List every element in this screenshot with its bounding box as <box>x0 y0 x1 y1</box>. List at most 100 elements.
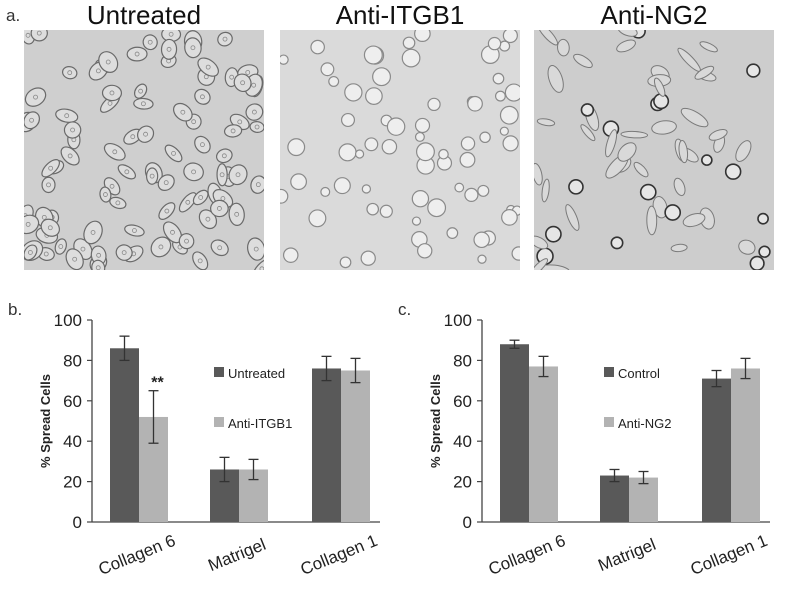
cell <box>757 212 769 225</box>
cell <box>758 245 771 258</box>
cells <box>280 30 520 269</box>
cell-nucleus <box>25 221 31 227</box>
cell <box>363 45 383 65</box>
cell-nucleus <box>115 200 121 206</box>
cell-nucleus <box>234 211 240 217</box>
cell <box>415 142 435 162</box>
cell-nucleus <box>259 266 264 270</box>
cell-nucleus <box>25 32 31 38</box>
y-tick-label: 0 <box>73 513 82 532</box>
cell-nucleus <box>251 109 257 115</box>
micrograph-anti-itgb1 <box>280 30 520 270</box>
cell-nucleus <box>27 250 33 255</box>
cell-nucleus <box>191 119 197 125</box>
cell <box>24 214 40 235</box>
cell <box>99 186 112 203</box>
cell-nucleus <box>143 131 148 137</box>
cell <box>55 108 79 123</box>
y-tick-label: 20 <box>63 473 82 492</box>
bar-control-collagen-6 <box>500 344 529 522</box>
cell <box>197 57 219 77</box>
cell-nucleus <box>48 165 54 171</box>
y-tick-label: 100 <box>444 311 472 330</box>
cell-nucleus <box>107 100 113 106</box>
cell <box>178 192 197 213</box>
cell <box>150 236 172 258</box>
cell <box>416 243 433 259</box>
cell <box>454 182 465 193</box>
cell <box>487 36 502 51</box>
cell <box>194 88 211 105</box>
cell <box>280 54 289 65</box>
cell <box>678 140 689 164</box>
cell <box>477 184 490 197</box>
legend-label: Anti-NG2 <box>618 416 671 431</box>
cell-nucleus <box>235 172 241 178</box>
cell-nucleus <box>67 70 73 76</box>
y-tick-label: 0 <box>463 513 472 532</box>
cell-nucleus <box>185 199 191 205</box>
cell-nucleus <box>130 134 136 140</box>
cell <box>682 213 706 228</box>
cell <box>504 83 520 102</box>
cell <box>134 83 148 99</box>
cell <box>63 121 82 139</box>
cell <box>492 72 505 85</box>
cell <box>83 220 103 245</box>
cell <box>41 159 60 178</box>
cell-nucleus <box>112 149 118 155</box>
cell <box>338 143 357 162</box>
y-tick-label: 80 <box>63 351 82 370</box>
panel-c-label: c. <box>398 300 412 319</box>
cell-nucleus <box>124 169 130 175</box>
cell <box>646 205 658 236</box>
cell <box>534 162 543 186</box>
cell <box>534 258 549 270</box>
cell <box>464 187 479 203</box>
cell <box>252 258 264 270</box>
cell-nucleus <box>205 64 211 70</box>
cell <box>65 248 84 270</box>
cell-nucleus <box>121 250 127 256</box>
cell <box>414 117 431 134</box>
cell <box>142 34 158 51</box>
cell <box>192 189 209 206</box>
cell-nucleus <box>216 206 222 211</box>
bar-anti-ng2-collagen-6 <box>529 366 558 522</box>
cell <box>651 120 677 135</box>
cell-nucleus <box>184 238 189 244</box>
cell <box>511 246 520 261</box>
cell <box>547 64 564 93</box>
bar-untreated-collagen-1 <box>312 368 341 522</box>
cell <box>735 140 752 162</box>
cell-nucleus <box>237 119 243 125</box>
micrograph-title-anti-ng2: Anti-NG2 <box>600 0 708 30</box>
cell <box>617 142 637 162</box>
cell-nucleus <box>166 46 172 52</box>
cell-nucleus <box>230 128 236 134</box>
cell-nucleus <box>149 173 155 179</box>
micrograph-untreated <box>24 30 264 270</box>
bar-chart-b: 0 20 40 60 80 100 % Spread Cells Collagen 6 Matr… <box>38 311 380 579</box>
cell-nucleus <box>163 180 169 186</box>
cell-nucleus <box>245 70 251 75</box>
cell <box>494 90 506 102</box>
cell <box>541 178 550 203</box>
micrograph-title-untreated: Untreated <box>86 0 202 30</box>
cell <box>501 209 518 226</box>
cell-nucleus <box>171 151 176 156</box>
cell-nucleus <box>147 39 153 45</box>
cell <box>361 184 372 194</box>
cell <box>249 120 264 133</box>
cell <box>62 66 78 80</box>
bar-anti-itgb1-collagen-1 <box>341 370 370 522</box>
cell <box>670 243 688 253</box>
cell <box>372 67 392 87</box>
cell <box>534 235 549 250</box>
cell-nucleus <box>240 80 246 86</box>
cell <box>280 188 289 204</box>
cell <box>360 250 376 266</box>
cell <box>115 244 133 261</box>
cell <box>724 163 742 180</box>
bar-control-collagen-1 <box>702 378 731 522</box>
